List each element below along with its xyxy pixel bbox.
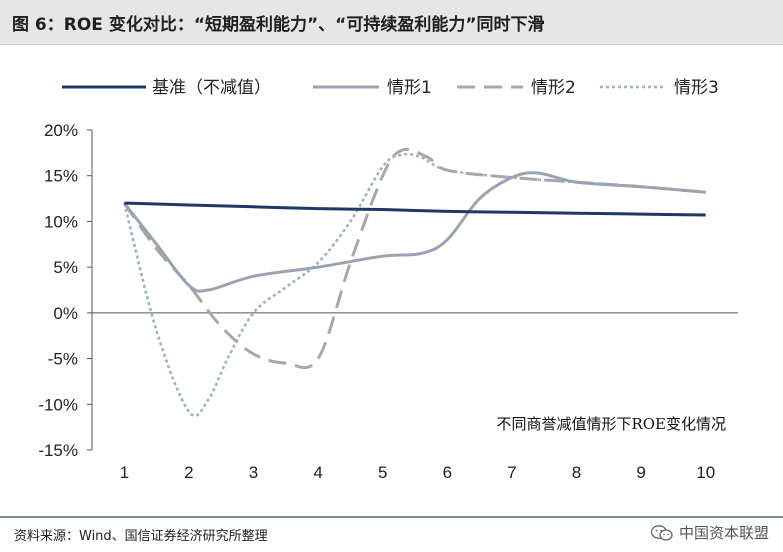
x-tick-label: 8 [572, 463, 581, 482]
legend-label: 情形1 [387, 78, 432, 98]
y-axis: 20% 15% 10% 5% 0% -5% -10% -15% [38, 121, 93, 460]
chart-title: 图 6：ROE 变化对比：“短期盈利能力”、“可持续盈利能力”同时下滑 [12, 15, 545, 35]
x-tick-label: 6 [443, 463, 452, 482]
watermark-text: 中国资本联盟 [678, 524, 769, 542]
x-tick-label: 3 [249, 463, 258, 482]
chart-annotation: 不同商誉减值情形下ROE变化情况 [496, 415, 726, 433]
x-tick-label: 9 [636, 463, 645, 482]
watermark: 中国资本联盟 [650, 522, 769, 543]
x-tick-label: 2 [184, 463, 193, 482]
series-line-1 [124, 201, 706, 217]
y-tick-label: 15% [44, 167, 78, 186]
y-tick-label: -15% [38, 441, 78, 460]
series-line-4 [123, 152, 706, 418]
legend-label: 基准（不减值） [152, 78, 271, 98]
line-chart: 基准（不减值） 情形1 情形2 情形3 20% 15% 10% 5% 0% -5% -10% -15… [38, 78, 738, 482]
x-tick-label: 7 [507, 463, 516, 482]
series-line-3 [123, 147, 706, 370]
title-bar: 图 6：ROE 变化对比：“短期盈利能力”、“可持续盈利能力”同时下滑 [0, 0, 783, 45]
y-tick-label: 10% [44, 212, 78, 231]
wechat-icon [650, 524, 673, 541]
footer: 资料来源：Wind、国信证券经济研究所整理 中国资本联盟 [0, 516, 783, 552]
legend-label: 情形2 [531, 78, 576, 98]
series-line-2 [123, 171, 706, 293]
source-note: 资料来源：Wind、国信证券经济研究所整理 [14, 529, 268, 544]
x-tick-label: 1 [120, 463, 129, 482]
y-tick-label: 20% [44, 121, 78, 140]
y-tick-label: -10% [38, 395, 78, 414]
x-tick-label: 5 [378, 463, 387, 482]
chart-area: 基准（不减值） 情形1 情形2 情形3 20% 15% 10% 5% 0% -5% -10% -15… [0, 44, 783, 516]
y-tick-label: -5% [48, 350, 78, 369]
series-layer [123, 147, 706, 418]
x-tick-label: 4 [313, 463, 322, 482]
y-tick-label: 5% [53, 258, 78, 277]
legend-label: 情形3 [674, 78, 719, 98]
chart-legend: 基准（不减值） 情形1 情形2 情形3 [62, 78, 719, 98]
x-tick-label: 10 [696, 463, 715, 482]
y-tick-label: 0% [53, 304, 78, 323]
x-axis: 1 2 3 4 5 6 7 8 9 10 [92, 312, 738, 482]
